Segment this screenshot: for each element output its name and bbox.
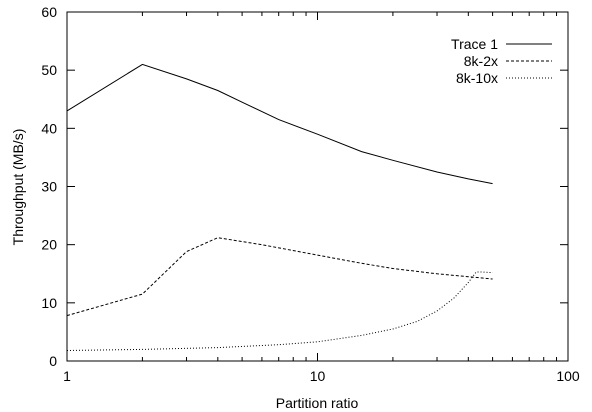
legend-label: Trace 1	[451, 36, 498, 52]
y-axis-ticks: 0 10 20 30 40 50 60	[41, 4, 568, 369]
y-axis-title: Throughput (MB/s)	[10, 129, 26, 246]
legend-label: 8k-10x	[456, 70, 498, 86]
y-tick-label: 40	[41, 120, 57, 136]
y-tick-label: 30	[41, 179, 57, 195]
y-tick-label: 50	[41, 62, 57, 78]
series-line-8k-2x	[66, 237, 493, 317]
series-line-8k-10x	[66, 271, 493, 351]
y-tick-label: 20	[41, 237, 57, 253]
y-tick-label: 0	[49, 353, 57, 369]
x-tick-label: 10	[310, 368, 326, 384]
x-tick-label: 1	[63, 368, 71, 384]
x-axis-title: Partition ratio	[276, 395, 359, 411]
series-line-trace-1	[66, 63, 493, 185]
x-tick-label: 100	[556, 368, 580, 384]
y-tick-label: 10	[41, 295, 57, 311]
x-axis-ticks: 1 10 100	[63, 12, 580, 384]
legend-label: 8k-2x	[464, 53, 498, 69]
y-tick-label: 60	[41, 4, 57, 20]
series-lines	[66, 63, 493, 351]
